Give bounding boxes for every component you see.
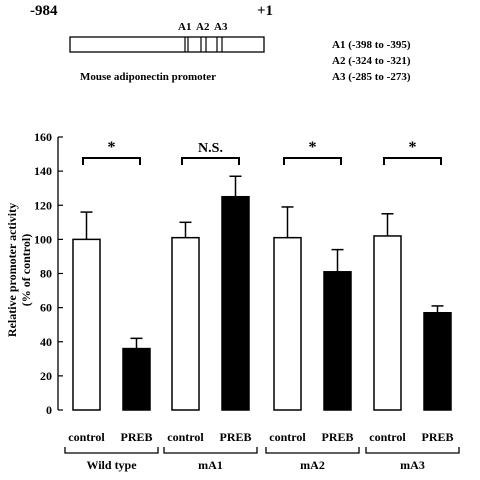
bar: [423, 311, 452, 411]
site-range-a1: A1 (-398 to -395): [332, 39, 411, 51]
promoter-start-label: -984: [30, 3, 58, 19]
site-a3-marker: [216, 37, 223, 52]
bar: [72, 238, 101, 411]
significance-label: *: [309, 139, 317, 156]
y-axis-label: Relative promoter activity (% of control…: [5, 203, 33, 337]
group-label: mA2: [300, 458, 325, 472]
promoter-diagram: -984 +1 A1 A2 A3 Mouse adiponectin promo…: [30, 3, 411, 83]
group-bracket: [64, 447, 159, 454]
group-label: mA3: [400, 458, 425, 472]
y-tick-label: 40: [40, 335, 52, 349]
promoter-caption: Mouse adiponectin promoter: [80, 71, 216, 83]
promoter-box: [69, 36, 265, 53]
significance-bracket: [82, 157, 141, 165]
group-bracket: [365, 447, 460, 454]
y-axis-ticks: 0 20 40 60 80 100 120 140 160: [34, 130, 63, 417]
x-tick-label: PREB: [219, 430, 251, 444]
y-tick-label: 20: [40, 369, 52, 383]
y-tick-label: 0: [46, 403, 52, 417]
significance-bracket: [181, 157, 240, 165]
group-bracket: [265, 447, 360, 454]
x-tick-label: control: [68, 430, 105, 444]
bar: [323, 271, 352, 411]
x-tick-label: control: [167, 430, 204, 444]
y-tick-label: 120: [34, 198, 52, 212]
significance-bracket: [283, 157, 342, 165]
y-tick-label: 160: [34, 130, 52, 144]
x-tick-label: control: [369, 430, 406, 444]
promoter-end-label: +1: [257, 3, 273, 19]
bar: [373, 235, 402, 411]
significance-label: N.S.: [198, 141, 223, 156]
significance-label: *: [108, 139, 116, 156]
significance-label: *: [409, 139, 417, 156]
site-label-a2: A2: [196, 21, 210, 33]
site-a1-marker: [184, 37, 189, 52]
x-tick-label: PREB: [321, 430, 353, 444]
site-label-a3: A3: [214, 21, 228, 33]
bar-group: control PREB * mA3: [365, 139, 460, 472]
site-a2-marker: [200, 37, 207, 52]
y-tick-label: 80: [40, 267, 52, 281]
bar: [122, 347, 151, 411]
group-bracket: [163, 447, 258, 454]
y-tick-label: 60: [40, 301, 52, 315]
group-label: Wild type: [86, 458, 137, 472]
y-tick-label: 100: [34, 232, 52, 246]
bar-group: control PREB N.S. mA1: [163, 141, 258, 472]
bar: [171, 236, 200, 411]
bar-chart: Relative promoter activity (% of control…: [5, 130, 460, 472]
significance-bracket: [383, 157, 442, 165]
y-axis-label-line2: (% of control): [19, 234, 33, 306]
site-label-a1: A1: [178, 21, 191, 33]
x-tick-label: PREB: [421, 430, 453, 444]
site-range-a3: A3 (-285 to -273): [332, 71, 411, 83]
bar-group: control PREB * mA2: [265, 139, 360, 472]
x-tick-label: control: [269, 430, 306, 444]
site-range-a2: A2 (-324 to -321): [332, 55, 411, 67]
y-tick-label: 140: [34, 164, 52, 178]
x-tick-label: PREB: [120, 430, 152, 444]
bar: [221, 195, 250, 411]
y-axis-label-line1: Relative promoter activity: [5, 203, 19, 337]
bar-group: control PREB * Wild type: [64, 139, 159, 472]
group-label: mA1: [198, 458, 223, 472]
bar: [273, 236, 302, 411]
